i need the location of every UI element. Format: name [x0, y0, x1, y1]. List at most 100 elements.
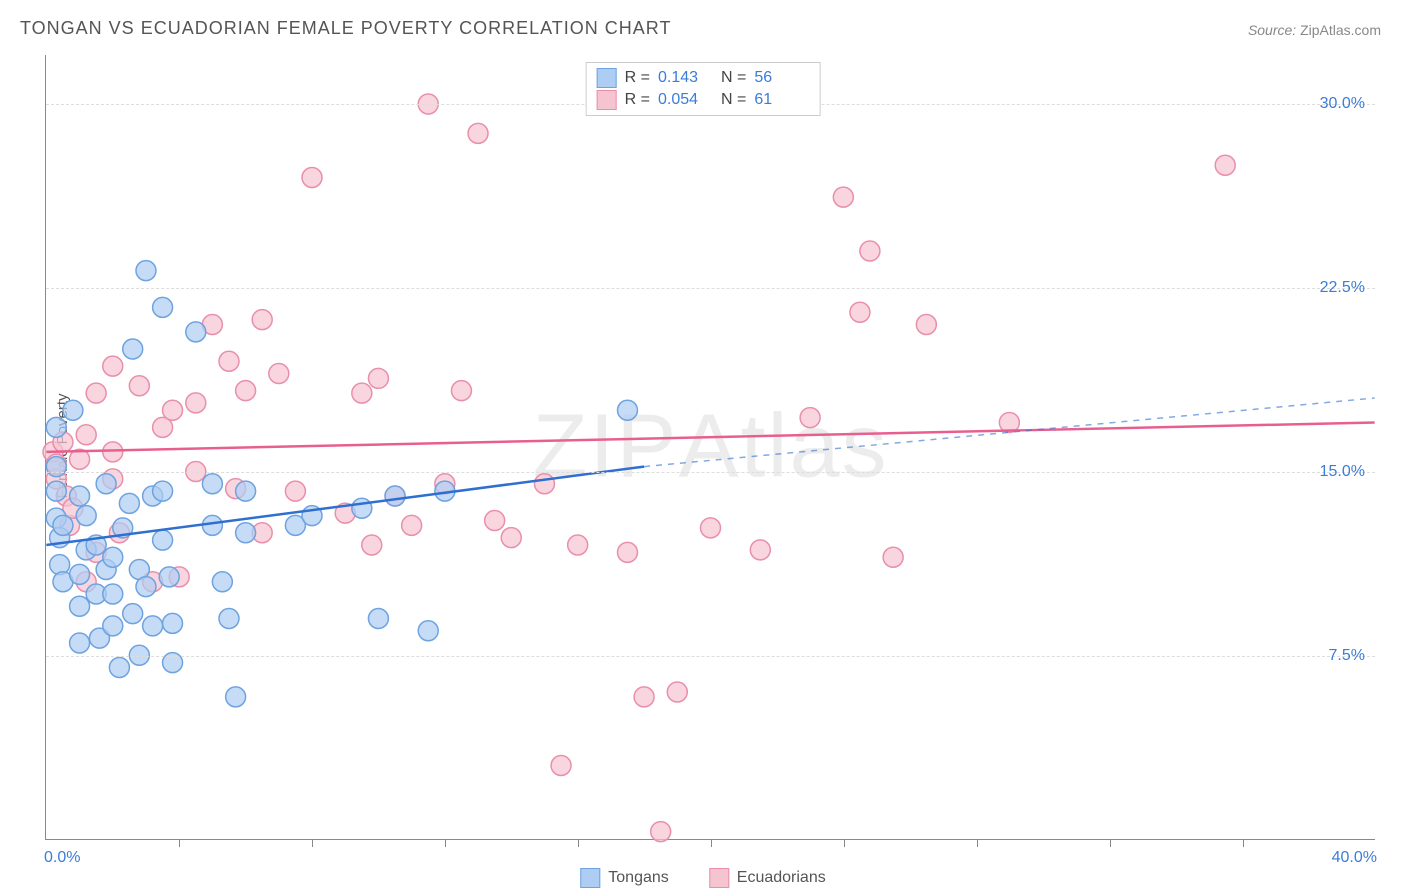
tongan-point	[143, 616, 163, 636]
ecuadorian-point	[402, 515, 422, 535]
x-tick	[578, 839, 579, 847]
x-tick	[1110, 839, 1111, 847]
tongan-point	[96, 474, 116, 494]
correlation-legend: R = 0.143 N = 56 R = 0.054 N = 61	[586, 62, 821, 116]
ecuadorian-point	[916, 315, 936, 335]
swatch-tongans	[580, 868, 600, 888]
ecuadorian-point	[833, 187, 853, 207]
tongan-point	[123, 604, 143, 624]
y-tick-label: 7.5%	[1329, 647, 1365, 665]
ecuadorian-point	[103, 356, 123, 376]
tongan-point	[153, 530, 173, 550]
tongan-point	[617, 400, 637, 420]
x-tick	[977, 839, 978, 847]
ecuadorian-point	[667, 682, 687, 702]
gridline	[46, 472, 1375, 473]
ecuadorian-point	[800, 408, 820, 428]
tongan-point	[186, 322, 206, 342]
tongan-point	[53, 515, 73, 535]
ecuadorian-point	[285, 481, 305, 501]
r-label: R =	[625, 91, 650, 109]
ecuadorian-point	[163, 400, 183, 420]
legend-item-ecuadorians: Ecuadorians	[709, 868, 826, 888]
chart-svg	[46, 55, 1375, 839]
ecuadorian-point	[501, 528, 521, 548]
ecuadorian-point	[103, 442, 123, 462]
legend-label-tongans: Tongans	[608, 869, 669, 887]
tongan-point	[202, 474, 222, 494]
tongan-point	[136, 261, 156, 281]
tongan-point	[119, 493, 139, 513]
ecuadorian-point	[883, 547, 903, 567]
tongan-point	[46, 481, 66, 501]
tongan-point	[153, 297, 173, 317]
swatch-ecuadorians	[597, 90, 617, 110]
ecuadorian-point	[86, 383, 106, 403]
tongan-point	[352, 498, 372, 518]
ecuadorian-point	[701, 518, 721, 538]
gridline	[46, 288, 1375, 289]
ecuadorian-point	[186, 393, 206, 413]
tongan-point	[385, 486, 405, 506]
series-legend: Tongans Ecuadorians	[580, 868, 825, 888]
x-tick	[179, 839, 180, 847]
ecuadorian-point	[568, 535, 588, 555]
tongan-point	[236, 523, 256, 543]
ecuadorian-point	[76, 425, 96, 445]
ecuadorian-point	[236, 381, 256, 401]
tongan-point	[219, 609, 239, 629]
tongan-point	[202, 515, 222, 535]
tongan-point	[103, 584, 123, 604]
tongan-point	[63, 400, 83, 420]
x-tick	[1243, 839, 1244, 847]
source-value: ZipAtlas.com	[1300, 22, 1381, 38]
tongan-point	[153, 481, 173, 501]
tongan-point	[103, 616, 123, 636]
ecuadorian-point	[252, 310, 272, 330]
r-value-ecuadorians: 0.054	[658, 91, 713, 109]
ecuadorian-point	[129, 376, 149, 396]
source-label: Source:	[1248, 22, 1296, 38]
ecuadorian-point	[634, 687, 654, 707]
ecuadorian-point	[468, 123, 488, 143]
r-label: R =	[625, 69, 650, 87]
tongan-point	[109, 658, 129, 678]
n-value-tongans: 56	[754, 69, 809, 87]
x-axis-max-label: 40.0%	[1332, 849, 1377, 867]
tongan-point	[46, 457, 66, 477]
x-tick	[711, 839, 712, 847]
tongan-point	[212, 572, 232, 592]
tongan-point	[236, 481, 256, 501]
legend-label-ecuadorians: Ecuadorians	[737, 869, 826, 887]
ecuadorian-point	[651, 822, 671, 842]
swatch-tongans	[597, 68, 617, 88]
chart-title: TONGAN VS ECUADORIAN FEMALE POVERTY CORR…	[20, 18, 671, 39]
tongan-point	[70, 596, 90, 616]
tongan-point	[70, 633, 90, 653]
tongan-point	[226, 687, 246, 707]
x-tick	[445, 839, 446, 847]
ecuadorian-point	[551, 756, 571, 776]
chart-area: ZIPAtlas 7.5%15.0%22.5%30.0% 0.0% 40.0%	[45, 55, 1375, 840]
trend-line-ecuadorians	[46, 423, 1374, 452]
n-label: N =	[721, 69, 746, 87]
ecuadorian-point	[1215, 155, 1235, 175]
n-value-ecuadorians: 61	[754, 91, 809, 109]
x-tick	[312, 839, 313, 847]
ecuadorian-point	[485, 511, 505, 531]
legend-item-tongans: Tongans	[580, 868, 669, 888]
ecuadorian-point	[269, 364, 289, 384]
tongan-point	[123, 339, 143, 359]
r-value-tongans: 0.143	[658, 69, 713, 87]
ecuadorian-point	[302, 168, 322, 188]
ecuadorian-point	[219, 351, 239, 371]
tongan-point	[368, 609, 388, 629]
tongan-point	[163, 613, 183, 633]
ecuadorian-point	[352, 383, 372, 403]
tongan-point	[70, 486, 90, 506]
y-tick-label: 15.0%	[1320, 463, 1365, 481]
ecuadorian-point	[850, 302, 870, 322]
ecuadorian-point	[534, 474, 554, 494]
y-tick-label: 30.0%	[1320, 95, 1365, 113]
n-label: N =	[721, 91, 746, 109]
